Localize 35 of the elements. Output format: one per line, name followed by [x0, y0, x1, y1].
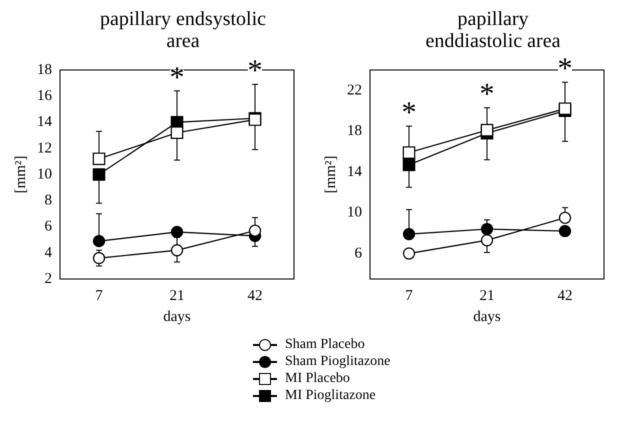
y-tick-label: 18 — [37, 62, 52, 78]
chart-title: papillary endsystolic area — [98, 8, 268, 54]
y-axis-title: [mm²] — [12, 156, 29, 194]
x-tick-label: 42 — [248, 288, 262, 304]
y-tick-label: 14 — [37, 114, 52, 130]
y-tick-label: 2 — [44, 270, 52, 287]
y-tick-label: 14 — [347, 164, 362, 180]
x-tick-label: 7 — [95, 288, 104, 304]
y-axis-title: [mm²] — [322, 156, 339, 194]
y-tick-label: 4 — [44, 244, 52, 261]
annotation: * — [558, 52, 572, 86]
y-tick-label: 10 — [37, 166, 52, 182]
y-tick-label: 22 — [347, 82, 362, 98]
x-tick-label: 21 — [480, 288, 494, 304]
annotation: * — [170, 60, 184, 94]
annotation: * — [402, 96, 416, 129]
x-axis-title: days — [473, 308, 501, 325]
y-tick-label: 12 — [37, 140, 52, 156]
legend-label: Sham Pioglitazone — [285, 354, 390, 369]
y-tick-label: 6 — [354, 245, 362, 262]
annotation: * — [248, 54, 262, 88]
legend-label: MI Placebo — [285, 371, 350, 386]
y-tick-label: 18 — [347, 123, 362, 140]
chart-title: papillary enddiastolic area — [424, 8, 562, 54]
x-tick-label: 7 — [405, 288, 414, 304]
x-tick-label: 21 — [170, 288, 184, 304]
annotation: * — [480, 78, 494, 111]
x-tick-label: 42 — [558, 288, 572, 304]
legend-label: MI Pioglitazone — [285, 388, 376, 403]
y-tick-label: 16 — [37, 88, 52, 104]
x-axis-title: days — [163, 308, 191, 325]
y-tick-label: 8 — [44, 192, 52, 209]
y-tick-label: 10 — [347, 204, 362, 221]
legend-label: Sham Placebo — [285, 337, 365, 352]
y-tick-label: 6 — [44, 218, 52, 235]
